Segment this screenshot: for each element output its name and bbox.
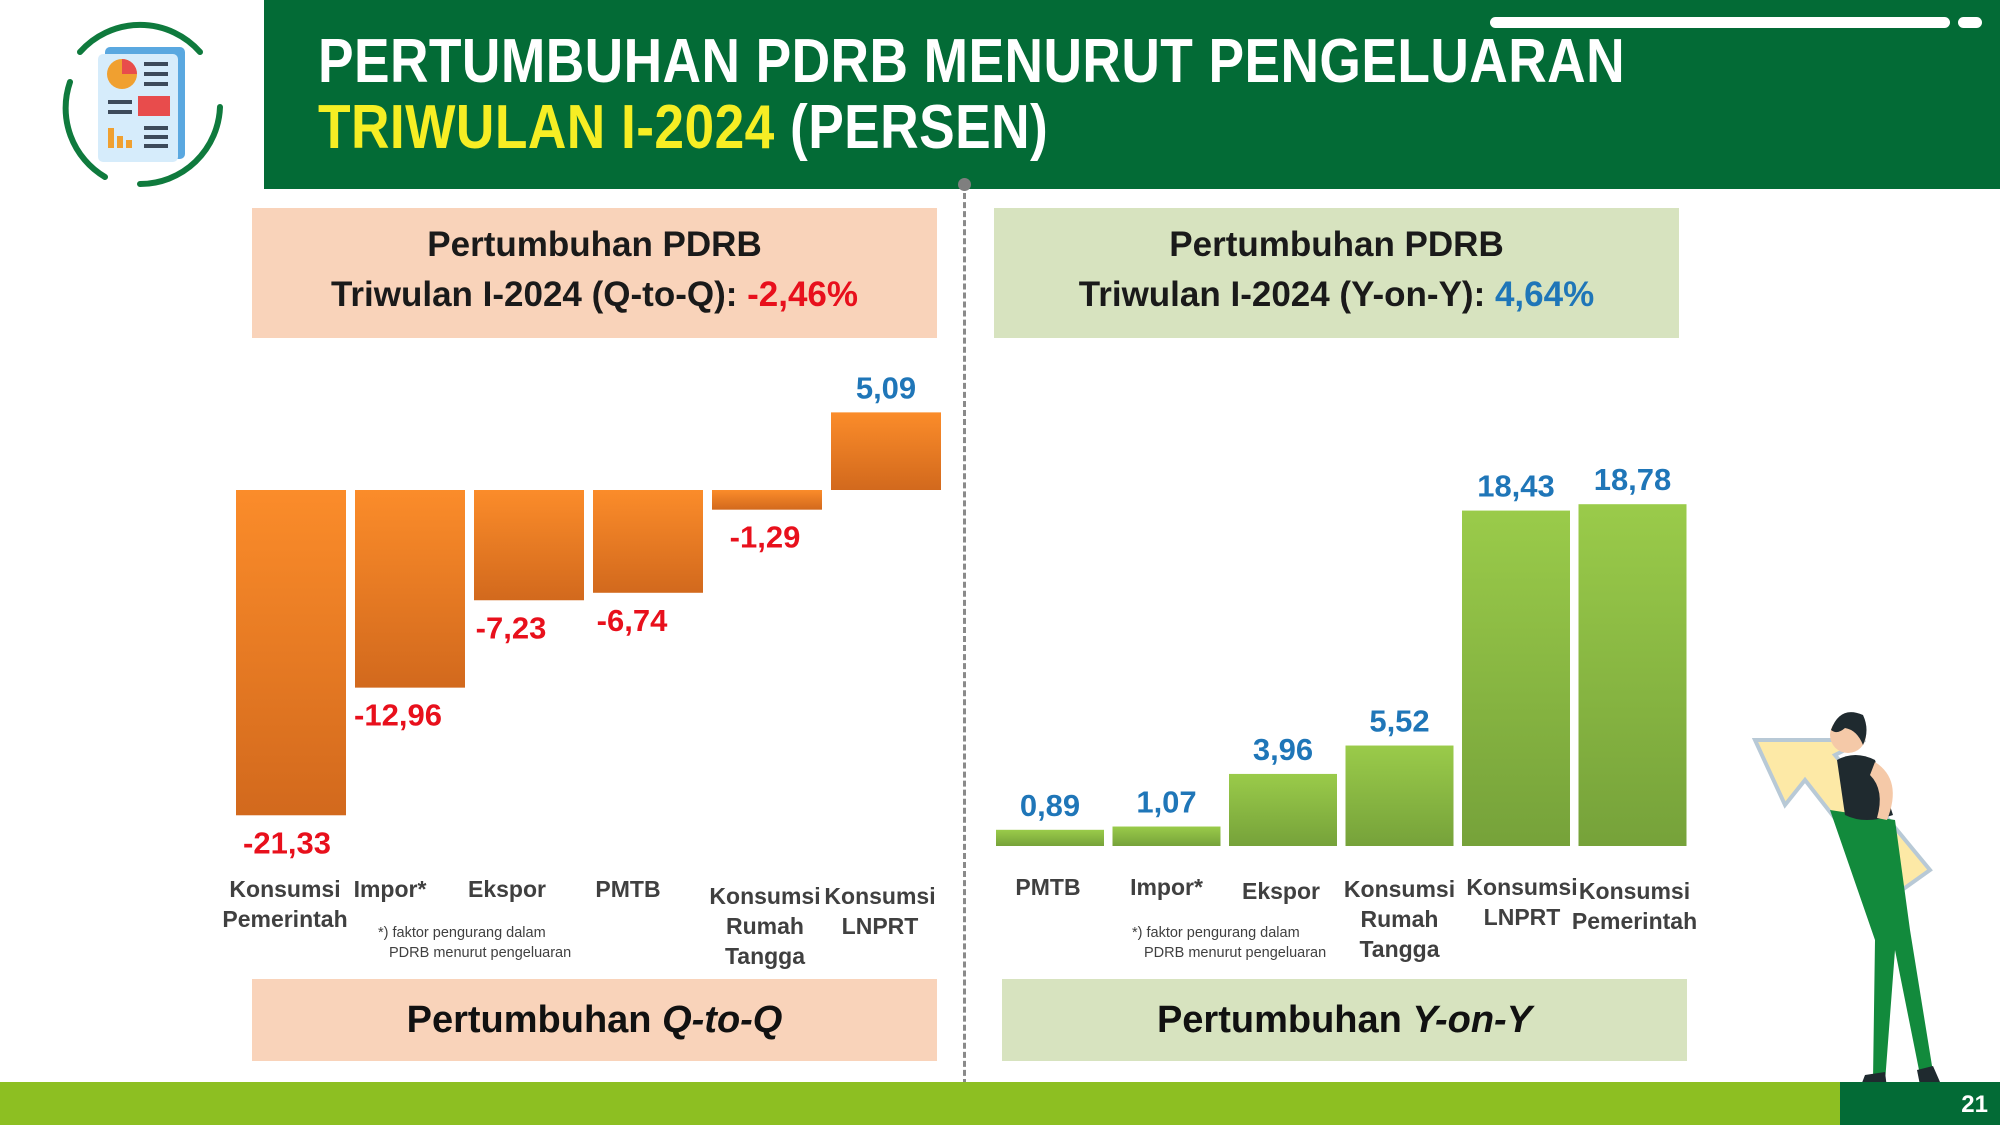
yoy-growth-value: 4,64% [1494, 275, 1595, 314]
yoy-value-label: 18,78 [1594, 462, 1672, 497]
qtq-bar [712, 490, 822, 510]
qtq-category-label: Konsumsi [824, 883, 935, 909]
yoy-footer-text: Pertumbuhan [1156, 999, 1413, 1041]
yoy-heading-line2: Triwulan I-2024 (Y-on-Y): 4,64% [994, 270, 1679, 320]
yoy-category-label: Tangga [1359, 936, 1439, 962]
qtq-footer-text: Pertumbuhan [406, 999, 663, 1041]
qtq-bar [236, 490, 346, 816]
page-number: 21 [1961, 1091, 1988, 1118]
yoy-bar [1229, 773, 1337, 846]
page-number-box [1840, 1082, 2000, 1125]
yoy-category-label: Rumah [1361, 906, 1439, 932]
yoy-value-label: 18,43 [1477, 469, 1555, 504]
page-title-line2: TRIWULAN I-2024 (PERSEN) [318, 92, 1048, 163]
yoy-category-label: Ekspor [1242, 878, 1320, 904]
yoy-footer-box: Pertumbuhan Y-on-Y [1002, 979, 1687, 1061]
qtq-bar-chart: -21,33 Konsumsi Pemerintah -12,96 Impor* -7,2… [222, 370, 941, 969]
report-logo-icon [62, 21, 223, 187]
header-bar [264, 0, 2000, 189]
qtq-category-label: Ekspor [468, 876, 546, 902]
qtq-category-label: Konsumsi [229, 876, 340, 902]
qtq-value-label: -1,29 [730, 520, 801, 555]
qtq-heading-box: Pertumbuhan PDRB Triwulan I-2024 (Q-to-Q… [252, 208, 937, 338]
qtq-growth-value: -2,46% [747, 275, 859, 314]
yoy-category-label: PMTB [1015, 874, 1080, 900]
yoy-category-label: Pemerintah [1572, 908, 1697, 934]
yoy-value-label: 1,07 [1136, 785, 1196, 820]
yoy-category-label: Impor* [1130, 874, 1203, 900]
yoy-bar [1345, 745, 1454, 846]
yoy-category-label: Konsumsi [1344, 876, 1455, 902]
bottom-bar [0, 1082, 1840, 1125]
yoy-footnote-line1: *) faktor pengurang dalam [1132, 925, 1300, 941]
yoy-heading-text: Triwulan I-2024 (Y-on-Y): [1078, 275, 1495, 314]
yoy-value-label: 3,96 [1253, 732, 1313, 767]
qtq-heading-line1: Pertumbuhan PDRB [427, 225, 762, 264]
yoy-heading-line1: Pertumbuhan PDRB [1169, 225, 1504, 264]
qtq-category-label: Rumah [726, 913, 804, 939]
yoy-bar [1462, 510, 1570, 846]
qtq-bar [593, 490, 703, 593]
qtq-heading-text: Triwulan I-2024 (Q-to-Q): [330, 275, 748, 314]
qtq-bar [474, 490, 584, 601]
header-deco-dot [1958, 17, 1982, 28]
page-title-line1: PERTUMBUHAN PDRB MENURUT PENGELUARAN [318, 27, 1626, 96]
qtq-category-label: PMTB [595, 876, 660, 902]
qtq-footnote-line2: PDRB menurut pengeluaran [389, 945, 571, 961]
qtq-value-label: 5,09 [856, 370, 916, 405]
page-title-highlight: TRIWULAN I-2024 [318, 93, 775, 162]
qtq-value-label: -7,23 [476, 610, 547, 645]
qtq-heading-line2: Triwulan I-2024 (Q-to-Q): -2,46% [252, 270, 937, 320]
qtq-bar [355, 490, 465, 688]
yoy-value-label: 5,52 [1369, 704, 1429, 739]
divider-top-dot [958, 178, 971, 191]
header-deco-line [1490, 17, 1950, 28]
yoy-heading-box: Pertumbuhan PDRB Triwulan I-2024 (Y-on-Y… [994, 208, 1679, 338]
qtq-category-label: Tangga [725, 943, 805, 969]
yoy-footer-italic: Y-on-Y [1412, 999, 1533, 1041]
yoy-category-label: Konsumsi [1466, 874, 1577, 900]
yoy-category-label: Konsumsi [1579, 878, 1690, 904]
qtq-footer-italic: Q-to-Q [662, 999, 783, 1041]
panel-divider [963, 184, 966, 1094]
yoy-bar-chart: 0,89 PMTB 1,07 Impor* 3,96 Ekspor 5,52 Konsumsi… [996, 462, 1697, 962]
qtq-footer-box: Pertumbuhan Q-to-Q [252, 979, 937, 1061]
qtq-category-label: Impor* [354, 876, 427, 902]
qtq-value-label: -12,96 [354, 698, 442, 733]
woman-holding-arrow-illustration [1751, 712, 1940, 1088]
qtq-category-label: Konsumsi [709, 883, 820, 909]
qtq-value-label: -6,74 [597, 603, 668, 638]
qtq-footnote-line1: *) faktor pengurang dalam [378, 925, 546, 941]
yoy-bar [1578, 504, 1687, 846]
page-title-unit: (PERSEN) [790, 93, 1049, 162]
qtq-category-label: Pemerintah [222, 906, 347, 932]
yoy-footnote-line2: PDRB menurut pengeluaran [1144, 945, 1326, 961]
qtq-category-label: LNPRT [842, 913, 919, 939]
yoy-category-label: LNPRT [1484, 904, 1561, 930]
yoy-bar [1112, 826, 1221, 846]
qtq-value-label: -21,33 [243, 825, 331, 860]
qtq-bar [831, 412, 941, 490]
yoy-bar [996, 829, 1104, 846]
yoy-value-label: 0,89 [1020, 788, 1080, 823]
